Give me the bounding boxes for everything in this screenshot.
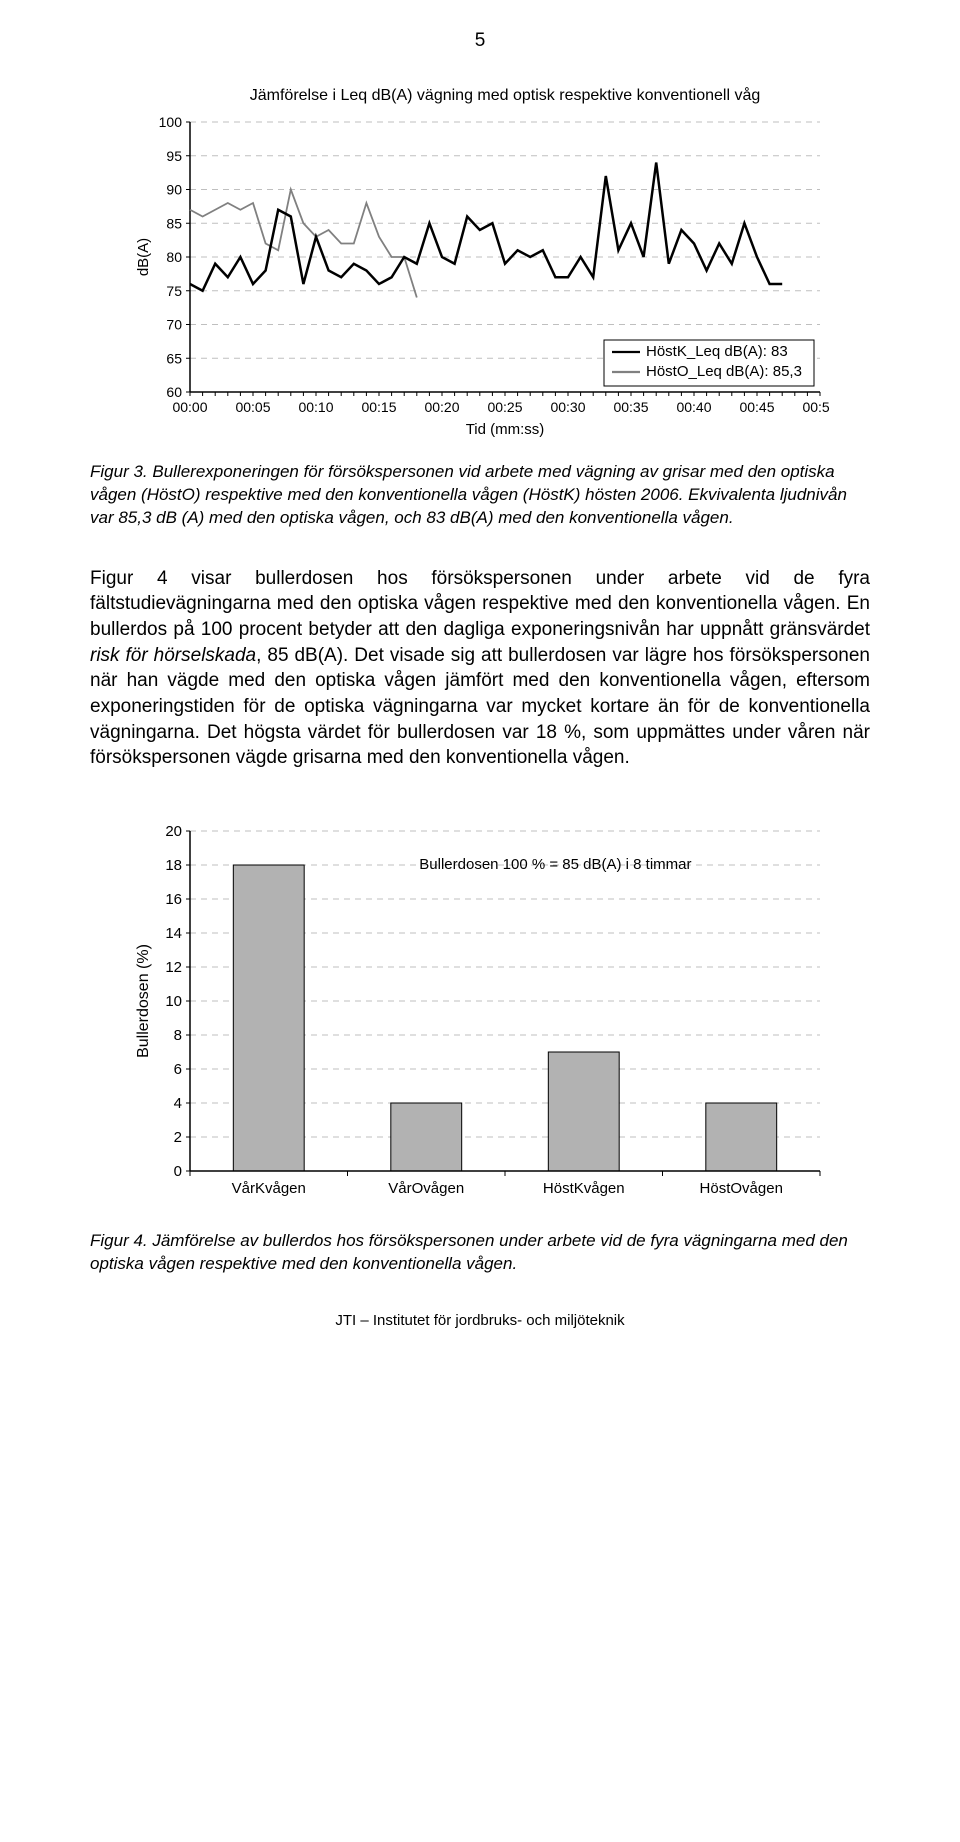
svg-text:6: 6 [174,1061,182,1078]
svg-text:VårOvågen: VårOvågen [388,1180,464,1197]
svg-text:80: 80 [166,249,182,265]
svg-text:85: 85 [166,215,182,231]
svg-text:95: 95 [166,148,182,164]
body-a: Figur 4 visar bullerdosen hos försöksper… [90,568,870,640]
svg-text:00:30: 00:30 [550,399,585,415]
svg-text:75: 75 [166,283,182,299]
svg-text:dB(A): dB(A) [135,238,152,276]
svg-text:00:20: 00:20 [424,399,459,415]
svg-text:HöstKvågen: HöstKvågen [543,1180,625,1197]
svg-text:00:45: 00:45 [739,399,774,415]
bar-chart-svg: 0 2 4 6 8 10 12 14 16 18 20 VårKvågen VårOvågen HöstK… [130,811,830,1211]
svg-text:Bullerdosen 100 % = 85 dB(A) i: Bullerdosen 100 % = 85 dB(A) i 8 timmar [419,856,691,873]
svg-text:4: 4 [174,1095,182,1112]
svg-text:HöstOvågen: HöstOvågen [700,1180,783,1197]
figure4-caption: Figur 4. Jämförelse av bullerdos hos för… [90,1230,870,1276]
svg-text:Tid (mm:ss): Tid (mm:ss) [466,421,545,438]
svg-text:00:05: 00:05 [235,399,270,415]
svg-text:10: 10 [165,993,182,1010]
body-paragraph: Figur 4 visar bullerdosen hos försöksper… [90,566,870,771]
bar-chart: 0 2 4 6 8 10 12 14 16 18 20 VårKvågen VårOvågen HöstK… [130,811,870,1216]
svg-text:18: 18 [165,857,182,874]
svg-text:90: 90 [166,182,182,198]
svg-text:00:40: 00:40 [676,399,711,415]
svg-text:70: 70 [166,317,182,333]
svg-text:12: 12 [165,959,182,976]
svg-text:65: 65 [166,350,182,366]
page-number: 5 [90,30,870,52]
svg-text:00:15: 00:15 [361,399,396,415]
svg-text:20: 20 [165,823,182,840]
svg-text:Jämförelse i Leq dB(A) vägning: Jämförelse i Leq dB(A) vägning med optis… [250,86,761,104]
svg-text:2: 2 [174,1129,182,1146]
svg-text:HöstO_Leq dB(A): 85,3: HöstO_Leq dB(A): 85,3 [646,363,802,380]
body-ital: risk för hörselskada [90,645,256,666]
svg-text:60: 60 [166,384,182,400]
line-chart-svg: Jämförelse i Leq dB(A) vägning med optis… [130,82,830,442]
svg-text:00:35: 00:35 [613,399,648,415]
footer: JTI – Institutet för jordbruks- och milj… [90,1312,870,1329]
svg-text:00:00: 00:00 [172,399,207,415]
svg-text:00:25: 00:25 [487,399,522,415]
svg-text:00:50: 00:50 [802,399,830,415]
svg-text:HöstK_Leq dB(A): 83: HöstK_Leq dB(A): 83 [646,343,788,360]
figure3-caption: Figur 3. Bullerexponeringen för försöksp… [90,461,870,530]
svg-text:VårKvågen: VårKvågen [232,1180,306,1197]
svg-text:Bullerdosen (%): Bullerdosen (%) [135,944,152,1058]
svg-text:0: 0 [174,1163,182,1180]
svg-text:8: 8 [174,1027,182,1044]
svg-text:100: 100 [159,114,183,130]
svg-text:14: 14 [165,925,182,942]
svg-text:00:10: 00:10 [298,399,333,415]
svg-text:16: 16 [165,891,182,908]
line-chart: Jämförelse i Leq dB(A) vägning med optis… [130,82,870,447]
